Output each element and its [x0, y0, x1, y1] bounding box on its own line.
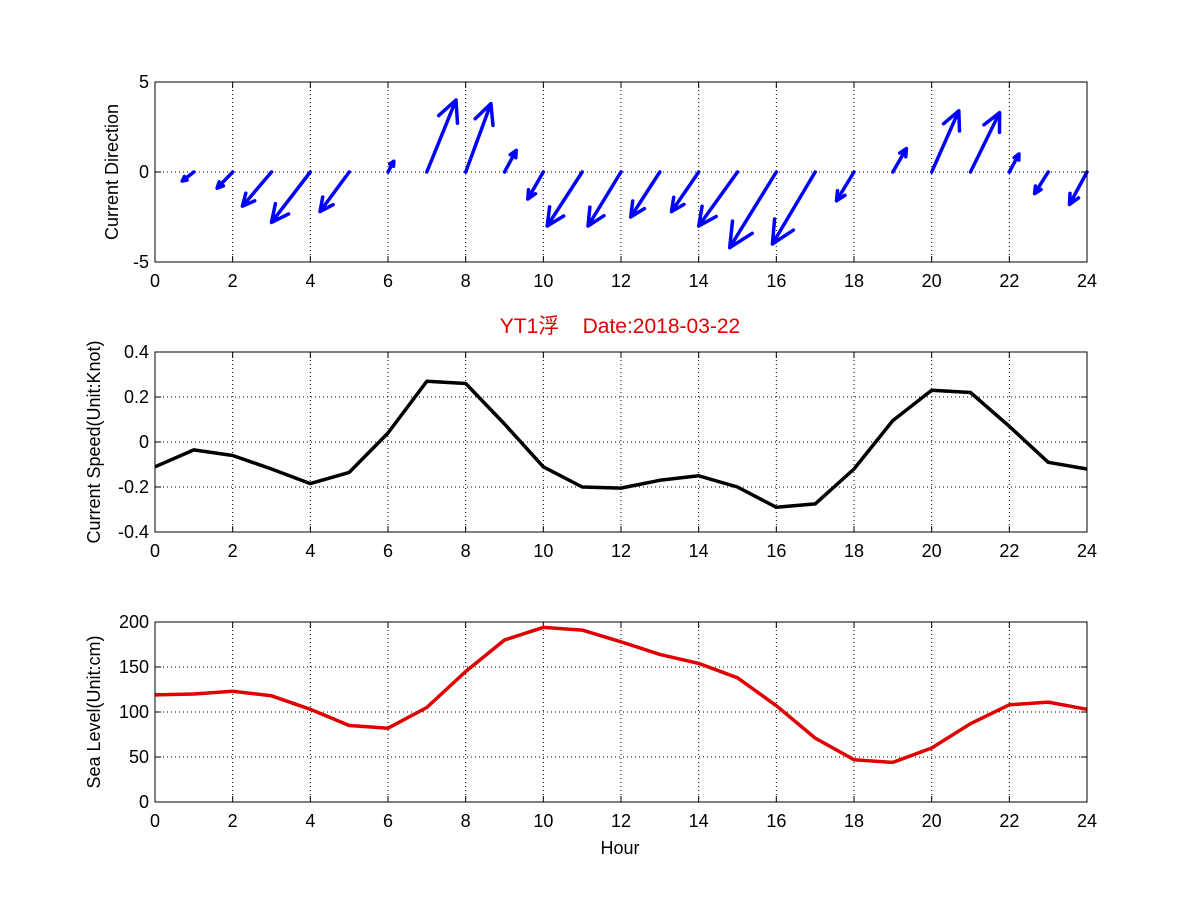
direction-x-tick-label: 8	[461, 271, 471, 291]
direction-y-tick-label: 5	[139, 72, 149, 92]
direction-arrow	[968, 110, 1002, 174]
speed-x-tick-label: 24	[1077, 541, 1097, 561]
speed-x-tick-label: 18	[844, 541, 864, 561]
speed-y-tick-label: -0.4	[118, 522, 149, 542]
speed-x-tick-label: 12	[611, 541, 631, 561]
direction-arrow	[669, 170, 701, 214]
direction-arrow	[891, 146, 909, 174]
sealevel-y-tick-label: 50	[129, 747, 149, 767]
direction-arrow	[545, 170, 584, 228]
direction-axes-frame	[154, 81, 1088, 263]
direction-arrow	[586, 170, 623, 228]
direction-arrow	[526, 170, 546, 201]
direction-arrow	[215, 170, 235, 190]
sealevel-x-tick-label: 8	[461, 811, 471, 831]
direction-x-tick-label: 0	[150, 271, 160, 291]
direction-x-tick-label: 14	[689, 271, 709, 291]
speed-x-tick-label: 6	[383, 541, 393, 561]
direction-x-tick-label: 2	[228, 271, 238, 291]
speed-y-tick-label: 0.4	[124, 342, 149, 362]
direction-arrow	[1007, 152, 1021, 174]
chart-title: YT1浮 Date:2018-03-22	[500, 315, 740, 338]
sealevel-y-tick-label: 200	[119, 612, 149, 632]
direction-y-tick-label: -5	[133, 252, 149, 272]
direction-y-tick-label: 0	[139, 162, 149, 182]
speed-x-tick-label: 10	[533, 541, 553, 561]
direction-x-tick-label: 4	[305, 271, 315, 291]
sealevel-x-tick-label: 20	[922, 811, 942, 831]
current-speed-panel: 0 2 4 6 8 10 12 14 16 18 20 22 24-0.4-0.200.20.4Curr…	[84, 340, 1097, 561]
speed-x-tick-label: 16	[766, 541, 786, 561]
direction-arrow	[240, 170, 274, 208]
sealevel-x-tick-label: 16	[766, 811, 786, 831]
sealevel-axes-frame	[154, 621, 1088, 803]
direction-arrow	[628, 170, 662, 219]
sealevel-y-tick-label: 100	[119, 702, 149, 722]
speed-y-tick-label: 0	[139, 432, 149, 452]
direction-x-tick-label: 6	[383, 271, 393, 291]
direction-arrow	[502, 148, 518, 174]
direction-arrow	[269, 170, 313, 225]
sealevel-x-tick-label: 0	[150, 811, 160, 831]
sealevel-x-tick-label: 12	[611, 811, 631, 831]
direction-x-tick-label: 22	[999, 271, 1019, 291]
direction-arrow	[463, 101, 495, 174]
speed-axes-frame	[154, 351, 1088, 533]
direction-arrow	[386, 159, 396, 174]
direction-y-axis-label: Current Direction	[102, 104, 122, 240]
direction-arrow	[425, 98, 460, 174]
sealevel-x-tick-label: 18	[844, 811, 864, 831]
speed-x-tick-label: 2	[228, 541, 238, 561]
direction-arrow	[1032, 170, 1050, 196]
speed-x-tick-label: 14	[689, 541, 709, 561]
sealevel-x-tick-label: 4	[305, 811, 315, 831]
direction-arrow	[727, 170, 779, 250]
sealevel-x-tick-label: 14	[689, 811, 709, 831]
direction-arrow	[834, 170, 856, 203]
direction-arrow	[318, 170, 351, 214]
speed-x-tick-label: 0	[150, 541, 160, 561]
sealevel-series-line	[154, 625, 1088, 765]
direction-x-tick-label: 24	[1077, 271, 1097, 291]
direction-x-tick-label: 18	[844, 271, 864, 291]
sealevel-y-tick-label: 0	[139, 792, 149, 812]
direction-x-tick-label: 12	[611, 271, 631, 291]
x-axis-label: Hour	[600, 838, 639, 858]
direction-arrow	[770, 170, 817, 246]
direction-x-tick-label: 20	[922, 271, 942, 291]
sealevel-x-tick-label: 24	[1077, 811, 1097, 831]
direction-x-tick-label: 10	[533, 271, 553, 291]
sealevel-y-tick-label: 150	[119, 657, 149, 677]
speed-x-tick-label: 4	[305, 541, 315, 561]
speed-x-tick-label: 8	[461, 541, 471, 561]
speed-y-tick-label: 0.2	[124, 387, 149, 407]
direction-arrow	[180, 170, 196, 183]
sealevel-y-axis-label: Sea Level(Unit:cm)	[84, 635, 104, 788]
sealevel-x-tick-label: 10	[533, 811, 553, 831]
direction-arrow	[696, 170, 740, 228]
speed-x-tick-label: 20	[922, 541, 942, 561]
sealevel-x-tick-label: 6	[383, 811, 393, 831]
speed-x-tick-label: 22	[999, 541, 1019, 561]
speed-y-tick-label: -0.2	[118, 477, 149, 497]
direction-x-tick-label: 16	[766, 271, 786, 291]
sealevel-x-tick-label: 2	[228, 811, 238, 831]
sealevel-x-tick-label: 22	[999, 811, 1019, 831]
direction-arrow	[1067, 170, 1089, 207]
speed-y-axis-label: Current Speed(Unit:Knot)	[84, 340, 104, 543]
direction-arrow	[929, 109, 962, 174]
speed-series-line	[154, 379, 1088, 510]
